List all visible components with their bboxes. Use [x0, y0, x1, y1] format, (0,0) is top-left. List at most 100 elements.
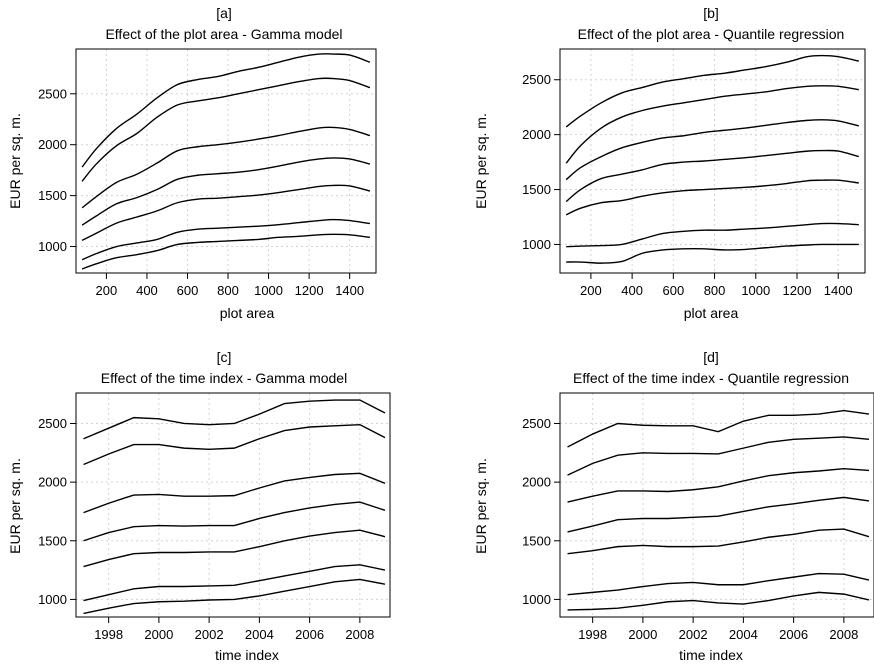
series-line-1: [568, 592, 869, 610]
series-line-2: [568, 574, 869, 595]
series-line-2: [82, 220, 370, 260]
panel-c-title: Effect of the time index - Gamma model: [101, 370, 347, 386]
y-tick-label: 1500: [38, 533, 67, 548]
panel-a-curves: [82, 54, 370, 269]
panel-c-grid: [76, 393, 390, 617]
series-line-5: [84, 473, 385, 512]
x-tick-label: 1000: [741, 283, 770, 298]
x-tick-label: 2006: [779, 627, 808, 642]
y-tick-label: 1000: [522, 237, 551, 252]
y-tick-label: 2000: [38, 137, 67, 152]
series-line-3: [84, 530, 385, 566]
series-line-6: [568, 437, 869, 475]
panel-d-curves: [568, 411, 869, 610]
series-line-7: [566, 56, 859, 127]
panel-d-title: Effect of the time index - Quantile regr…: [573, 370, 849, 386]
panel-d-ticks: 1998 2000 2002 2004 2006 2008 1000 1500 2000 2500: [522, 416, 858, 642]
series-line-5: [566, 120, 859, 180]
y-tick-label: 1000: [38, 592, 67, 607]
x-tick-label: 2000: [628, 627, 657, 642]
panel-c-label: [c]: [217, 349, 232, 365]
x-tick-label: 1400: [335, 283, 364, 298]
panel-d-grid: [560, 393, 874, 617]
panel-a-title: Effect of the plot area - Gamma model: [105, 26, 342, 42]
panel-a-grid: [76, 49, 376, 273]
series-line-3: [82, 185, 370, 240]
panel-a-ylabel: EUR per sq. m.: [7, 113, 23, 209]
panel-b-xlabel: plot area: [684, 305, 739, 321]
panel-d-label: [d]: [703, 349, 719, 365]
series-line-7: [82, 54, 370, 167]
series-line-2: [84, 565, 385, 601]
x-tick-label: 800: [217, 283, 239, 298]
x-tick-label: 1998: [578, 627, 607, 642]
panel-c-frame: [76, 393, 390, 617]
x-tick-label: 2004: [729, 627, 758, 642]
panel-b-curves: [566, 56, 859, 264]
panel-c-xlabel: time index: [215, 647, 279, 663]
panel-b-ylabel: EUR per sq. m.: [473, 113, 489, 209]
x-tick-label: 400: [136, 283, 158, 298]
x-tick-label: 2008: [829, 627, 858, 642]
x-tick-label: 1000: [254, 283, 283, 298]
series-line-4: [566, 150, 859, 201]
y-tick-label: 2500: [522, 416, 551, 431]
panel-a-label: [a]: [216, 5, 232, 21]
x-tick-label: 600: [662, 283, 684, 298]
panel-a-frame: [76, 49, 376, 273]
series-line-1: [84, 579, 385, 613]
panel-a: [a] Effect of the plot area - Gamma mode…: [7, 5, 376, 321]
y-tick-label: 1500: [522, 182, 551, 197]
panel-d-ylabel: EUR per sq. m.: [473, 458, 489, 554]
x-tick-label: 1200: [783, 283, 812, 298]
panel-a-xlabel: plot area: [220, 305, 275, 321]
series-line-7: [568, 411, 869, 447]
x-tick-label: 600: [177, 283, 199, 298]
panel-d-xlabel: time index: [679, 647, 743, 663]
x-tick-label: 400: [621, 283, 643, 298]
x-tick-label: 2000: [144, 627, 173, 642]
panel-b-ticks: 200 400 600 800 1000 1200 1400 1000 1500 2000 2500: [522, 72, 853, 298]
y-tick-label: 2000: [38, 475, 67, 490]
panel-b: [b] Effect of the plot area - Quantile r…: [473, 5, 865, 321]
y-tick-label: 1500: [522, 533, 551, 548]
y-tick-label: 1500: [38, 188, 67, 203]
x-tick-label: 1998: [94, 627, 123, 642]
panel-a-ticks: 200 400 600 800 1000 1200 1400 1000 1500 2000 2500: [38, 86, 364, 298]
y-tick-label: 2000: [522, 127, 551, 142]
series-line-7: [84, 400, 385, 439]
x-tick-label: 2006: [295, 627, 324, 642]
series-line-4: [84, 502, 385, 541]
y-tick-label: 2500: [38, 416, 67, 431]
x-tick-label: 2008: [345, 627, 374, 642]
series-line-2: [566, 223, 859, 246]
x-tick-label: 200: [96, 283, 118, 298]
x-tick-label: 200: [580, 283, 602, 298]
panel-d: [d] Effect of the time index - Quantile …: [473, 349, 874, 663]
series-line-1: [82, 234, 370, 269]
panel-c-ylabel: EUR per sq. m.: [7, 458, 23, 554]
panel-b-title: Effect of the plot area - Quantile regre…: [578, 26, 845, 42]
panel-c: [c] Effect of the time index - Gamma mod…: [7, 349, 390, 663]
y-tick-label: 1000: [38, 239, 67, 254]
x-tick-label: 800: [704, 283, 726, 298]
series-line-3: [568, 529, 869, 554]
x-tick-label: 1200: [295, 283, 324, 298]
series-line-4: [82, 158, 370, 225]
x-tick-label: 1400: [824, 283, 853, 298]
y-tick-label: 1000: [522, 592, 551, 607]
y-tick-label: 2000: [522, 475, 551, 490]
y-tick-label: 2500: [522, 72, 551, 87]
series-line-1: [566, 244, 859, 263]
panel-b-label: [b]: [703, 5, 719, 21]
x-tick-label: 2002: [195, 627, 224, 642]
panel-d-frame: [560, 393, 874, 617]
series-line-6: [84, 425, 385, 465]
panel-c-ticks: 1998 2000 2002 2004 2006 2008 1000 1500 2000 2500: [38, 416, 374, 642]
y-tick-label: 2500: [38, 86, 67, 101]
x-tick-label: 2004: [245, 627, 274, 642]
series-line-3: [566, 180, 859, 215]
x-tick-label: 2002: [679, 627, 708, 642]
series-line-5: [568, 469, 869, 502]
